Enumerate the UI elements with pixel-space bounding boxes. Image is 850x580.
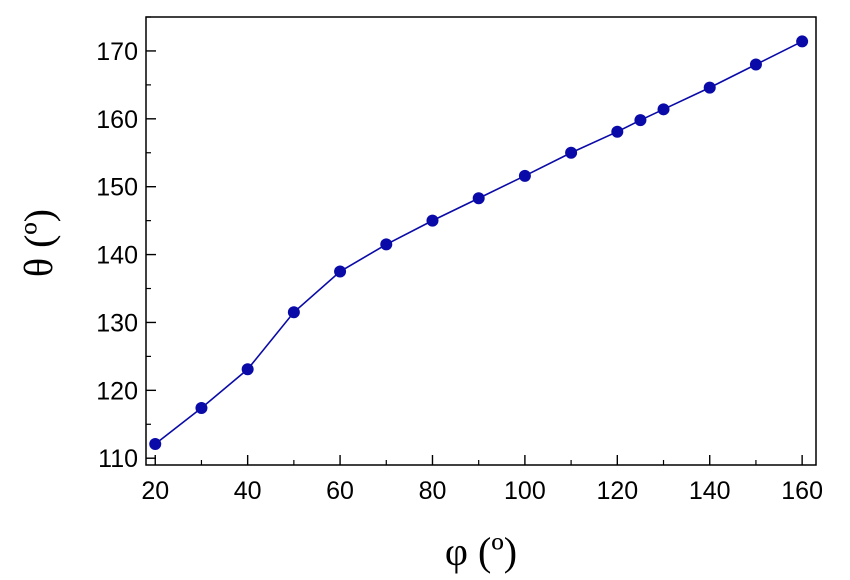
data-point xyxy=(703,81,716,94)
x-tick-label: 20 xyxy=(141,477,169,505)
y-tick-label: 130 xyxy=(96,309,138,337)
y-tick-label: 160 xyxy=(96,106,138,134)
axis-ticks: 20 40 60 80 100 120 140 160 110 120 130 140 150 160 17… xyxy=(96,16,823,505)
data-point xyxy=(195,401,208,414)
data-point xyxy=(611,125,624,138)
x-tick-label: 60 xyxy=(326,477,354,505)
series-line xyxy=(154,40,803,445)
data-point xyxy=(565,146,578,159)
data-point xyxy=(634,114,647,127)
data-point xyxy=(426,214,439,227)
data-point xyxy=(657,103,670,116)
x-tick-label: 80 xyxy=(419,477,447,505)
x-tick-label: 120 xyxy=(596,477,638,505)
data-point xyxy=(287,306,300,319)
data-point xyxy=(796,35,809,48)
x-tick-label: 100 xyxy=(504,477,546,505)
data-point xyxy=(241,363,254,376)
data-point xyxy=(380,238,393,251)
x-tick-label: 40 xyxy=(234,477,262,505)
y-tick-label: 170 xyxy=(96,38,138,66)
plot-frame xyxy=(145,16,817,466)
y-tick-label: 120 xyxy=(96,377,138,405)
data-point xyxy=(749,58,762,71)
y-tick-label: 110 xyxy=(98,445,138,473)
y-tick-label: 140 xyxy=(96,242,138,270)
x-axis-title: φ (º) xyxy=(445,529,517,574)
y-axis-title: θ (º) xyxy=(16,209,61,277)
data-series xyxy=(149,35,809,450)
data-point xyxy=(518,169,531,182)
x-tick-label: 140 xyxy=(689,477,731,505)
data-point xyxy=(334,265,347,278)
x-tick-label: 160 xyxy=(781,477,823,505)
data-point xyxy=(472,192,485,205)
y-tick-label: 150 xyxy=(96,174,138,202)
data-point xyxy=(149,437,162,450)
